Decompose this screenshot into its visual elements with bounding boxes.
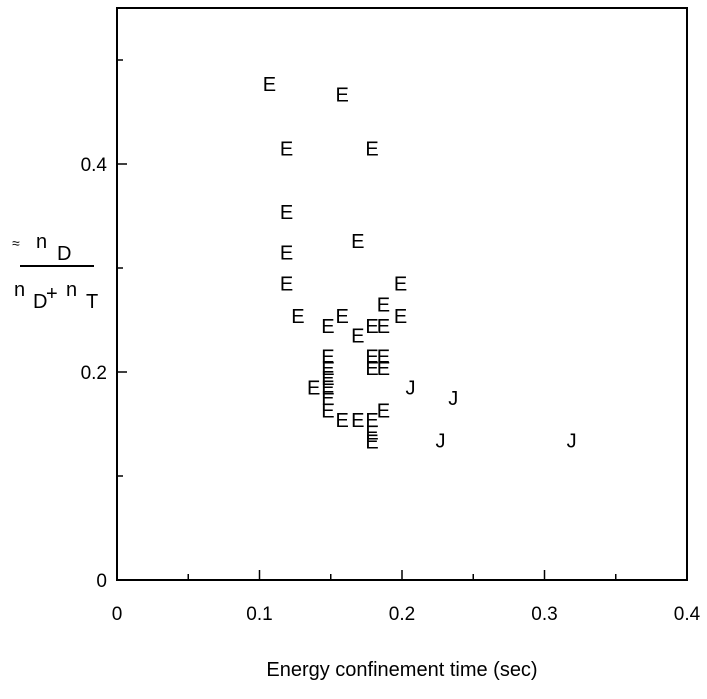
x-tick-label: 0.4 [674,604,701,625]
point-marker: E [351,231,364,253]
point-marker: E [377,294,390,316]
point-marker: E [377,400,390,422]
point-marker: E [321,316,334,338]
point-marker: J [435,431,445,453]
y-tick-label: 0 [96,571,107,592]
point-marker: E [377,316,390,338]
point-marker: E [307,378,320,400]
x-axis-label: Energy confinement time (sec) [266,659,537,681]
point-marker: E [321,368,334,390]
y-tick-label: 0.2 [81,363,107,384]
point-marker: E [321,378,334,400]
y-label-sub: D [33,291,47,313]
point-marker: E [365,432,378,454]
point-marker: E [321,346,334,368]
point-marker: E [335,306,348,328]
y-label-n: n [66,279,77,301]
point-marker: E [394,274,407,296]
point-marker: E [394,306,407,328]
point-marker: E [321,358,334,380]
point-marker: E [280,138,293,160]
point-marker: E [335,410,348,432]
point-marker: E [365,138,378,160]
point-marker: J [448,388,458,410]
point-marker: E [351,410,364,432]
point-marker: E [377,358,390,380]
point-marker: E [280,274,293,296]
point-marker: E [280,202,293,224]
y-label-sub: D [57,243,71,265]
point-marker: E [335,84,348,106]
point-marker: E [365,410,378,432]
point-marker: E [321,400,334,422]
y-tick-label: 0.4 [81,155,108,176]
point-marker: E [263,74,276,96]
x-tick-label: 0.1 [246,604,272,625]
point-marker: E [280,242,293,264]
point-marker: E [351,326,364,348]
point-marker: E [365,358,378,380]
point-marker: E [365,422,378,444]
y-label-n: n [14,279,25,301]
point-marker: E [321,388,334,410]
point-marker: E [365,346,378,368]
x-tick-label: 0 [112,604,123,625]
point-marker: J [406,378,416,400]
y-label-plus: + [46,283,58,305]
x-tick-label: 0.2 [389,604,415,625]
x-tick-label: 0.3 [531,604,557,625]
point-marker: E [365,316,378,338]
point-marker: J [567,431,577,453]
point-marker: E [377,346,390,368]
y-label-sub: T [86,291,98,313]
point-marker: E [291,306,304,328]
y-label-n: n [36,231,47,253]
y-axis-label: ≈ n D n D + n T [12,231,98,313]
y-label-prefix: ≈ [12,235,20,251]
